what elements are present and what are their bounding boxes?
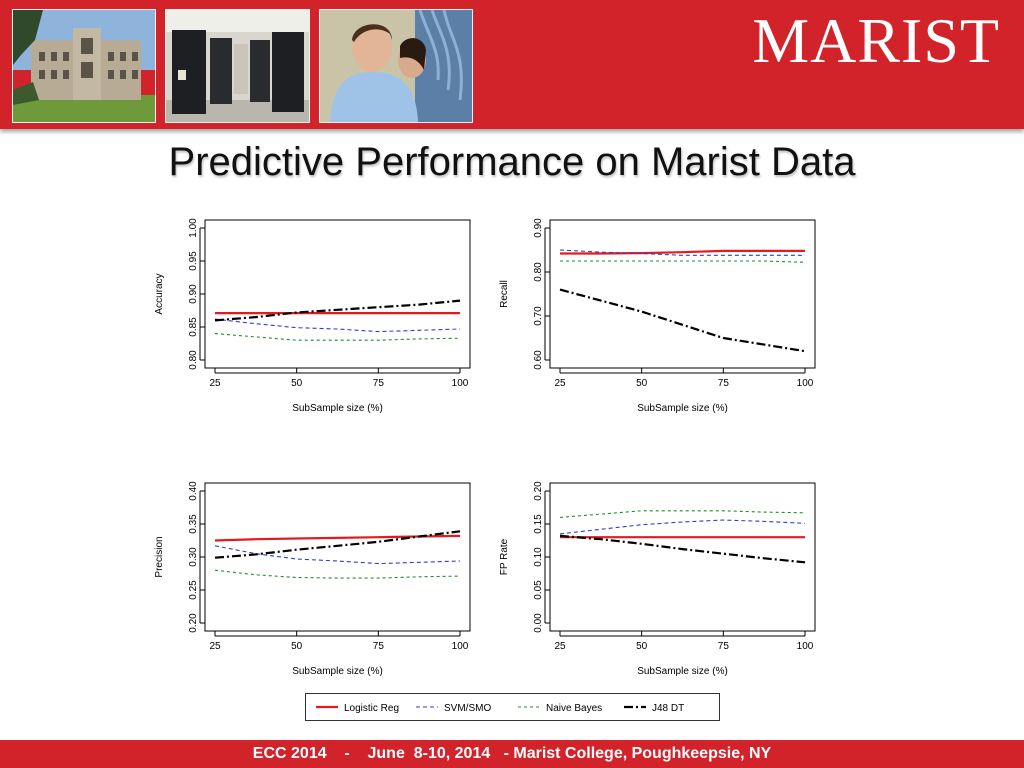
x-tick-label: 75 [718, 641, 730, 652]
plot-frame [549, 482, 816, 632]
chart-svg: 25 50 75 100 0.20 0.25 0.30 0.35 0.40 SubSample s… [154, 481, 471, 677]
x-tick-label: 25 [209, 378, 221, 389]
server-room-photo [165, 9, 310, 123]
campus-building-photo [12, 9, 156, 123]
y-tick-label: 0.90 [188, 284, 199, 304]
plot-frame [204, 482, 471, 632]
y-tick-label: 0.25 [188, 580, 199, 600]
legend-label-svm: SVM/SMO [444, 703, 491, 714]
x-tick-label: 100 [452, 641, 469, 652]
y-axis-label: Accuracy [154, 273, 165, 314]
x-tick-label: 100 [797, 378, 814, 389]
legend-label-logistic: Logistic Reg [344, 703, 399, 714]
chart-svg: 25 50 75 100 0.00 0.05 0.10 0.15 0.20 SubSample s… [499, 481, 816, 677]
series-line-naive [559, 510, 806, 518]
x-tick-label: 25 [554, 378, 566, 389]
y-axis-label: Precision [154, 536, 165, 577]
x-tick-label: 50 [291, 378, 303, 389]
y-tick-label: 0.80 [533, 262, 544, 282]
slide-title: Predictive Performance on Marist Data [168, 140, 856, 184]
chart-svg: 25 50 75 100 0.80 0.85 0.90 0.95 1.00 SubSample s… [154, 218, 471, 414]
x-tick-label: 50 [636, 378, 648, 389]
y-tick-label: 0.40 [188, 481, 199, 501]
legend-label-naive: Naive Bayes [546, 703, 602, 714]
y-axis-label: Recall [499, 280, 510, 308]
x-axis-label: SubSample size (%) [292, 403, 383, 414]
series-line-svm [214, 318, 461, 333]
series-line-logistic [560, 249, 805, 255]
x-tick-label: 50 [291, 641, 303, 652]
x-axis-label: SubSample size (%) [637, 403, 728, 414]
students-cabling-photo [319, 9, 473, 123]
series-line-naive [214, 569, 461, 579]
y-axis-label: FP Rate [499, 538, 510, 575]
y-tick-label: 0.15 [533, 514, 544, 534]
x-tick-label: 50 [636, 641, 648, 652]
x-tick-label: 25 [209, 641, 221, 652]
marist-logo: MARIST [752, 5, 1000, 76]
y-tick-label: 0.60 [533, 350, 544, 370]
x-tick-label: 100 [452, 378, 469, 389]
x-tick-label: 75 [373, 641, 385, 652]
series-line-j48 [559, 288, 806, 353]
plot-frame [549, 219, 816, 369]
footer-text: ECC 2014 - June 8-10, 2014 - Marist Coll… [252, 745, 772, 762]
recall-chart: 25 50 75 100 0.60 0.70 0.80 0.90 SubSample size … [495, 210, 825, 430]
series-line-j48 [559, 534, 806, 564]
y-tick-label: 0.95 [188, 251, 199, 271]
series-line-j48 [214, 299, 461, 322]
y-tick-label: 0.30 [188, 547, 199, 567]
x-tick-label: 75 [373, 378, 385, 389]
series-line-j48 [214, 530, 461, 559]
plot-frame [204, 219, 471, 369]
precision-chart: 25 50 75 100 0.20 0.25 0.30 0.35 0.40 SubSample s… [150, 473, 480, 693]
series-line-svm [559, 519, 806, 535]
y-tick-label: 0.35 [188, 514, 199, 534]
y-tick-label: 0.85 [188, 317, 199, 337]
y-tick-label: 0.20 [188, 613, 199, 633]
x-axis-label: SubSample size (%) [292, 666, 383, 677]
y-tick-label: 0.10 [533, 547, 544, 567]
fp-rate-chart: 25 50 75 100 0.00 0.05 0.10 0.15 0.20 SubSample s… [495, 473, 825, 693]
series-line-svm [214, 545, 461, 565]
y-tick-label: 0.90 [533, 218, 544, 238]
legend-label-j48: J48 DT [652, 703, 684, 714]
x-tick-label: 75 [718, 378, 730, 389]
header-banner: MARIST [0, 0, 1024, 129]
y-tick-label: 0.00 [533, 613, 544, 633]
y-tick-label: 0.80 [188, 350, 199, 370]
y-tick-label: 0.05 [533, 580, 544, 600]
accuracy-chart: 25 50 75 100 0.80 0.85 0.90 0.95 1.00 SubSample s… [150, 210, 480, 430]
y-tick-label: 0.20 [533, 481, 544, 501]
y-tick-label: 1.00 [188, 218, 199, 238]
series-line-naive [560, 260, 806, 263]
y-tick-label: 0.70 [533, 306, 544, 326]
legend-svg: Logistic Reg SVM/SMO Naive Bayes J48 DT [316, 703, 684, 714]
footer-bar: ECC 2014 - June 8-10, 2014 - Marist Coll… [0, 740, 1024, 768]
chart-svg: 25 50 75 100 0.60 0.70 0.80 0.90 SubSample size … [499, 218, 816, 414]
series-line-naive [214, 333, 461, 341]
x-tick-label: 100 [797, 641, 814, 652]
series-line-svm [559, 249, 805, 256]
x-tick-label: 25 [554, 641, 566, 652]
x-axis-label: SubSample size (%) [637, 666, 728, 677]
chart-legend: Logistic Reg SVM/SMO Naive Bayes J48 DT [305, 693, 720, 721]
